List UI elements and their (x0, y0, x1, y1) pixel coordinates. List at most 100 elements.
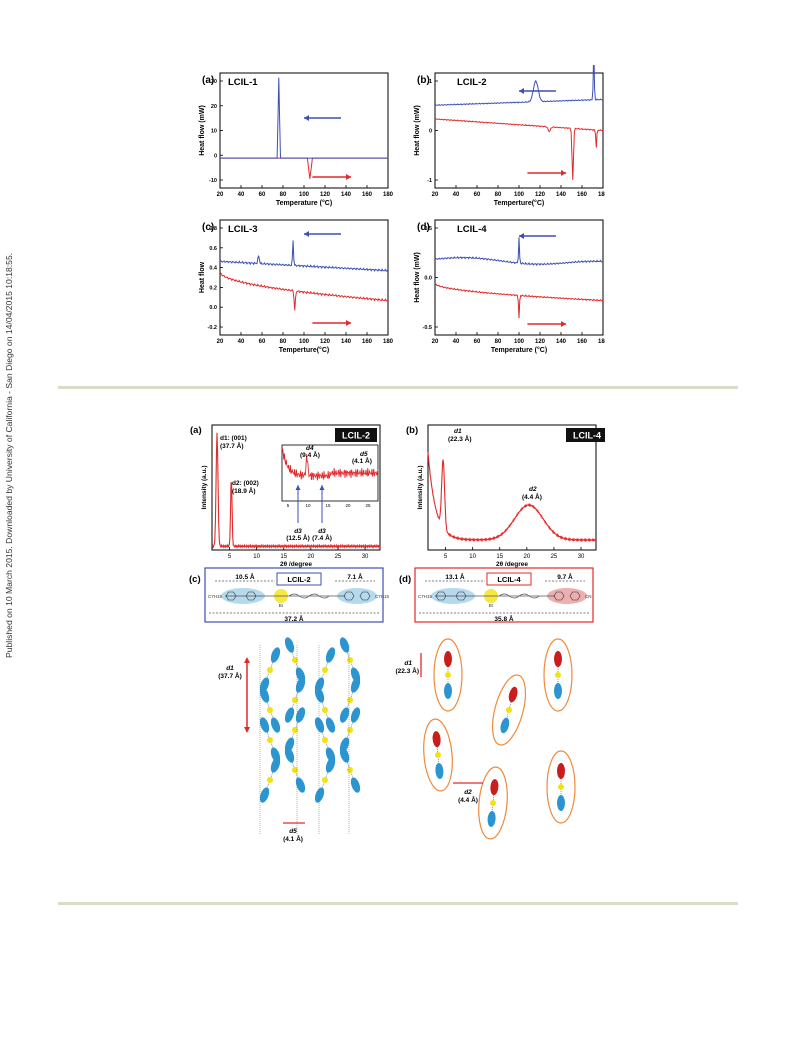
mesogen (444, 651, 452, 667)
tail-left: C7H15 (208, 594, 223, 599)
ion (267, 737, 273, 743)
d1-value: (22.3 Å) (396, 666, 419, 675)
x-tick-label: 5 (444, 554, 448, 560)
molecule-name: LCIL-2 (287, 575, 310, 584)
x-tick-label: 25 (335, 554, 342, 560)
y-tick-label: 0 (429, 129, 432, 135)
molecule-box (204, 567, 384, 623)
plot-frame (211, 424, 381, 551)
molecule (284, 637, 306, 683)
d5-label: d5 (289, 828, 297, 835)
y-tick-label: -10 (209, 178, 217, 184)
benzene-ring (245, 591, 257, 601)
peak-label: d2: (002) (232, 480, 259, 487)
benzene-ring (569, 591, 581, 601)
mesogen (557, 795, 565, 811)
title-badge (335, 428, 377, 442)
x-axis-label: 2θ /degree (496, 561, 528, 568)
panel-letter: (c) (202, 222, 214, 233)
mesogen (259, 717, 270, 733)
plot-frame (434, 72, 604, 189)
scheme-panel: (c) 10.5 Å 7.1 Å LCIL-2 C7H15 C7H15 Br 37.2 Å (189, 567, 390, 623)
heating-curve (434, 282, 604, 319)
molecule-box (414, 567, 594, 623)
panel-letter: (d) (417, 222, 430, 233)
mesogen (314, 717, 325, 733)
y-tick-label: 0.0 (209, 305, 217, 311)
mesogen (325, 717, 336, 733)
peak-value: (22.3 Å) (448, 434, 471, 443)
d5-value: (4.1 Å) (283, 834, 303, 843)
length-right: 7.1 Å (347, 572, 363, 581)
ion (490, 800, 496, 806)
mesogen (314, 787, 325, 803)
x-tick-label: 180 (598, 192, 605, 198)
heating-arrowhead (346, 174, 352, 180)
benzene-ring (435, 591, 447, 601)
y-tick-label: 0.4 (209, 266, 218, 272)
x-tick-label: 100 (299, 339, 310, 345)
ion (347, 767, 353, 773)
xrd-figure: 5 10 15 20 25 30 2θ /degree Intensity (a.u.) (a)… (190, 424, 605, 568)
mesogen (435, 762, 444, 779)
x-tick-label: 40 (238, 339, 245, 345)
molecule (444, 651, 452, 699)
d1-label: d1 (404, 660, 412, 667)
molecule (314, 647, 336, 693)
x-tick-label: 160 (577, 339, 588, 345)
x-tick-label: 10 (253, 554, 260, 560)
y-tick-label: 20 (211, 104, 217, 110)
mesogen (325, 757, 336, 773)
heating-arrowhead (561, 170, 567, 176)
panel-title: LCIL-4 (573, 431, 601, 441)
panel-letter: (d) (399, 574, 411, 585)
inset-curve (281, 447, 379, 481)
x-tick-label: 160 (577, 192, 588, 198)
heating-curve (220, 157, 388, 179)
x-tick-label: 40 (238, 192, 245, 198)
y-axis-label: Heat flow (mW) (199, 105, 206, 156)
panel-title: LCIL-4 (457, 224, 487, 235)
mesogen (350, 707, 361, 723)
inset-tick-label: 25 (365, 503, 371, 508)
x-tick-label: 5 (228, 554, 232, 560)
mesogen (295, 677, 306, 693)
x-tick-label: 100 (514, 192, 525, 198)
y-tick-label: 0.0 (424, 276, 432, 282)
plot-frame (427, 424, 597, 551)
y-axis-label: Heat flow (mW) (414, 105, 421, 156)
scheme-figure: (c) 10.5 Å 7.1 Å LCIL-2 C7H15 C7H15 Br 37.2 Å (d… (189, 567, 594, 843)
molecule (259, 757, 281, 803)
molecule (259, 687, 281, 733)
x-tick-label: 25 (551, 554, 558, 560)
x-tick-label: 20 (432, 339, 439, 345)
cooling-curve (219, 240, 389, 272)
x-tick-label: 30 (578, 554, 585, 560)
peak-label: d5 (360, 451, 368, 458)
peak-value: (7.4 Å) (312, 533, 332, 542)
molecule (284, 747, 306, 793)
cooling-curve (220, 77, 388, 159)
ion (322, 737, 328, 743)
mesogen (557, 763, 565, 779)
ion (267, 667, 273, 673)
y-tick-label: -0.5 (423, 325, 432, 331)
ion (292, 657, 298, 663)
peak-label: d4 (306, 445, 314, 452)
x-axis-label: 2θ /degree (280, 561, 312, 568)
peak-value: (12.5 Å) (286, 533, 309, 542)
y-axis-label: Heat flow (199, 261, 206, 293)
name-box (486, 572, 532, 586)
benzene-ring (359, 591, 371, 601)
y-axis-label: Intensity (a.u.) (201, 465, 208, 509)
x-tick-label: 60 (474, 192, 481, 198)
cluster-ellipse (543, 638, 573, 712)
x-tick-label: 120 (535, 192, 546, 198)
x-tick-label: 180 (383, 192, 394, 198)
y-tick-label: 0 (214, 153, 217, 159)
cluster-ellipse (433, 638, 463, 712)
name-box (276, 572, 322, 586)
mesogen (339, 747, 350, 763)
x-tick-label: 20 (217, 339, 224, 345)
x-tick-label: 40 (453, 192, 460, 198)
